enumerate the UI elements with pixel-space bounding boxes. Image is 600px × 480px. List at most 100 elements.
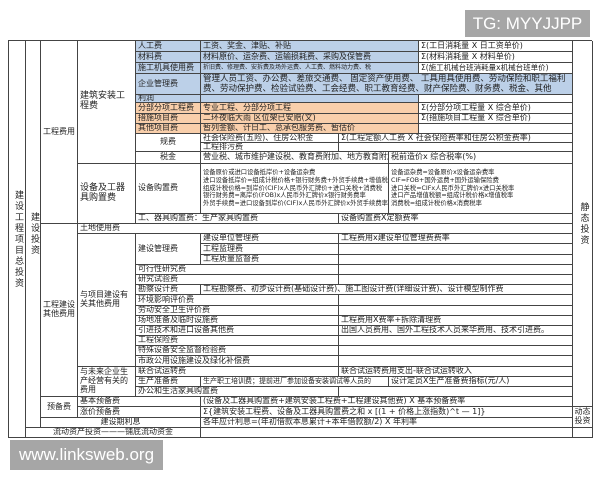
- blank-cell: [201, 427, 573, 438]
- profit-formula: [419, 95, 573, 103]
- measure-item: 措施项目费: [136, 114, 201, 124]
- price-reserve-item: 涨价预备费: [78, 407, 201, 418]
- fees-desc-1: 社会保险费(五险)、住房公积金: [201, 134, 339, 143]
- profit-desc: [201, 95, 419, 103]
- equipment-desc-line: 设备原价或进口设备抵岸价+设备运杂费: [203, 168, 316, 176]
- equipment-item: 设备购置费: [136, 164, 201, 214]
- future-related-label: 与未来企业生产经营有关的费用: [78, 366, 136, 398]
- equipment-group-label: 设备及工器具购置费: [78, 164, 136, 224]
- machinery-formula: Σ(施工机械台班消耗量x机械台班单价): [419, 63, 573, 74]
- special-equipment-item: 特殊设备安全监督检验费: [136, 346, 339, 357]
- measure-formula: Σ(措施项目工程量 X 综合单价): [419, 114, 573, 124]
- blank-cell: [339, 254, 573, 265]
- tools-item: 工、器具购置费：生产家具购置费: [136, 214, 339, 224]
- tools-formula: 设备购置费X定额费率: [339, 214, 573, 224]
- build-mgmt-item: 建设管理费: [136, 234, 201, 265]
- fees-formula-2: [339, 143, 573, 152]
- equipment-formula: 设备运杂费=设备原价x设备运杂费率 CIF=FOB+国外运费+国外运输保险费 进…: [389, 164, 573, 214]
- labor-desc: 工资、奖金、津贴、补贴: [201, 41, 419, 52]
- blank-cell: [339, 264, 573, 275]
- build-mgmt-sub: 建设单位管理费: [201, 234, 339, 245]
- survey-item: 勘察设计费: [136, 285, 201, 296]
- basic-reserve-formula: (设备及工器具购置费+建筑安装工程费+工程建设其他费) X 基本预备费率: [201, 397, 573, 408]
- build-mgmt-sub: 工程监理费: [201, 244, 339, 255]
- equipment-formula-line: 进口关税=CIFx人民币外汇牌价x进口关税率: [391, 184, 515, 192]
- equipment-desc-line: 银行财务费=离岸价(FOB)x人民币外汇牌价x银行财务费率: [203, 192, 366, 200]
- trial-run-item: 联合试运转费: [136, 366, 339, 377]
- measure-desc: 二环夜临大雨 区位架已安赔(文): [201, 114, 419, 124]
- price-reserve-formula: Σ{建筑安装工程费、设备及工器具购置费之和 x [(1 + 价格上涨指数)^t …: [201, 407, 573, 418]
- sub-item-desc: 专业工程、分部分项工程: [201, 103, 419, 114]
- watermark-tg: TG: MYYJJPP: [465, 10, 590, 37]
- feasibility-item: 可行性研究费: [136, 264, 339, 275]
- project-related-label: 与项目建设有关其他费用: [78, 234, 136, 367]
- equipment-desc-line: 外贸手续费=进口设备到岸价(CIF)x人民币外汇牌价x外贸手续费率: [203, 200, 388, 208]
- profit-item: 利润: [136, 95, 201, 103]
- static-investment-label: 静态投资: [573, 41, 593, 408]
- tax-formula: 税前造价x 综合税率(%): [389, 152, 573, 164]
- import-tech-item: 引进技术和进口设备其他费: [136, 325, 339, 337]
- fees-formula-1: Σ(工程定额人工费 X 社会保险费率和住房公积金费率): [339, 134, 573, 143]
- research-item: 研究试验费: [136, 274, 339, 286]
- blank-cell: [339, 356, 573, 367]
- total-investment-label: 建设工程项目总投资: [9, 41, 26, 438]
- equipment-desc-line: 组成计税价格=到岸价(CIF)x人民币外汇牌价+进口关税+消费税: [203, 184, 383, 192]
- labor-safety-item: 劳动安全卫生评价费: [136, 305, 339, 316]
- labor-item: 人工费: [136, 41, 201, 52]
- blank-cell: [339, 274, 573, 286]
- build-mgmt-formula: 工程费用x建设单位管理费费率: [339, 234, 573, 245]
- survey-desc: 工程勘察费、初步设计费(基础设计费)、施工图设计费(详细设计费)、设计模型制作费: [201, 285, 573, 296]
- equipment-desc: 设备原价或进口设备抵岸价+设备运杂费 进口设备抵岸价=组成计税价格+银行财务费+…: [201, 164, 389, 214]
- site-prep-formula: 工程费用X费率+拆除清理费: [339, 315, 573, 326]
- equipment-formula-line: CIF=FOB+国外运费+国外运输保险费: [391, 176, 499, 184]
- interest-item: 建设期利息: [41, 417, 201, 428]
- sub-item-formula: Σ(分部分项工程量 X 综合单价): [419, 103, 573, 114]
- working-capital-item: 流动资产投资———铺底流动资金: [26, 427, 201, 438]
- office-item: 办公和生活家具购置费: [136, 387, 339, 398]
- equipment-formula-line: 设备运杂费=设备原价x设备运杂费率: [391, 168, 495, 176]
- sub-item-item: 分部分项工程费: [136, 103, 201, 114]
- production-prep-formula: 设计定员X生产准备费指标(元/人): [389, 376, 573, 388]
- enterprise-mgmt-desc: 管理人员工资、办公费、差旅交通费、 固定资产使用费、 工具用具使用费、劳动保险和…: [201, 74, 573, 95]
- build-mgmt-sub: 工程质量监督费: [201, 254, 339, 265]
- labor-formula: Σ(工日消耗量 X 日工资单价): [419, 41, 573, 52]
- construction-investment-label: 建设投资: [26, 41, 41, 428]
- production-prep-item: 生产准备费: [136, 376, 201, 388]
- reserve-label: 预备费: [41, 397, 78, 418]
- site-prep-item: 场地准备及临时设施费: [136, 315, 339, 326]
- building-install-label: 建筑安装工程费: [78, 41, 136, 164]
- land-item: 土地使用费: [78, 224, 573, 235]
- investment-composition-table: 建设工程项目总投资 建设投资 工程费用 建筑安装工程费 人工费 工资、奖金、津贴…: [8, 40, 593, 438]
- other-item-formula: [419, 124, 573, 134]
- machinery-desc: 折旧费、修理费、安拆费及场外运费、人工费、燃料动力费、税: [201, 63, 419, 74]
- insurance-item: 工程保险费: [136, 336, 339, 347]
- blank-cell: [339, 336, 573, 347]
- fees-item: 规费: [136, 134, 201, 152]
- engineering-cost-label: 工程费用: [41, 41, 78, 224]
- tax-desc: 营业税、城市维护建设税、教育费附加、地方教育附加: [201, 152, 389, 164]
- equipment-formula-line: 消费税=组成计税价格x消费税率: [391, 200, 482, 208]
- production-prep-desc: 生产职工培训费；提前进厂参加设备安装调试等人员的: [201, 376, 389, 388]
- tax-item: 税金: [136, 152, 201, 164]
- machinery-item: 施工机具使用费: [136, 63, 201, 74]
- blank-cell: [339, 387, 573, 398]
- import-tech-formula: 出国人员费用、国外工程技术人员来华费用、技术引进费。: [339, 325, 573, 337]
- material-item: 材料费: [136, 52, 201, 63]
- blank-cell: [339, 346, 573, 357]
- watermark-site: www.linksweb.org: [10, 440, 163, 470]
- environment-item: 环境影响评价费: [136, 295, 339, 306]
- material-formula: Σ(材料消耗量 X 材料单价): [419, 52, 573, 63]
- blank-cell: [339, 244, 573, 255]
- enterprise-mgmt-item: 企业管理费: [136, 74, 201, 95]
- fees-desc-2: 工程排污费: [201, 143, 339, 152]
- basic-reserve-item: 基本预备费: [78, 397, 201, 408]
- other-item-item: 其他项目费: [136, 124, 201, 134]
- trial-run-formula: 联合试运转费用支出-联合试运转收入: [339, 366, 573, 377]
- blank-cell: [573, 427, 593, 438]
- equipment-desc-line: 进口设备抵岸价=组成计税价格+银行财务费+外贸手续费+增值税: [203, 176, 388, 184]
- interest-formula: 各年应计利息=(年初借款本息累计+本年借款额/2) X 年利率: [201, 417, 573, 428]
- blank-cell: [339, 295, 573, 306]
- dynamic-investment-label: 动态投资: [573, 407, 593, 428]
- municipal-item: 市政公用设施建设及绿化补偿费: [136, 356, 339, 367]
- other-item-desc: 暂列金额、计日工、总承包服务费、暂估价: [201, 124, 419, 134]
